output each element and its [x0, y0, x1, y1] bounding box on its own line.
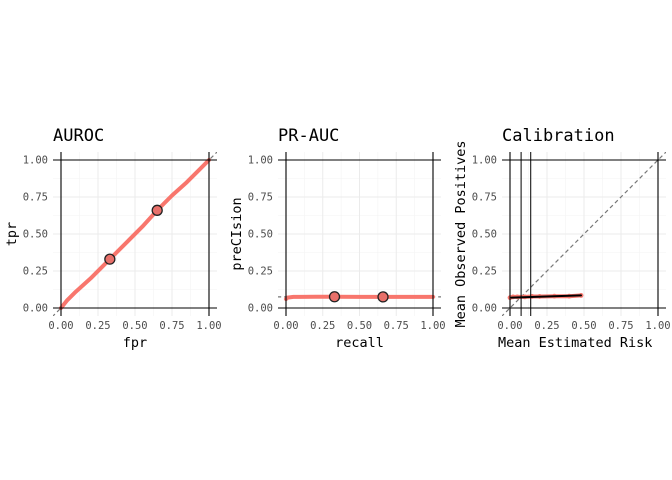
- y-tick-label: 0.00: [23, 303, 48, 315]
- x-axis-label: recall: [335, 335, 384, 351]
- x-axis-label: fpr: [123, 335, 147, 351]
- y-tick-label: 0.25: [248, 266, 273, 278]
- series-line-0: [284, 294, 435, 302]
- x-tick-label: 0.25: [310, 320, 335, 332]
- y-tick-label: 1.00: [248, 155, 273, 167]
- x-tick-label: 1.00: [645, 320, 670, 332]
- y-tick-label: 0.75: [248, 192, 273, 204]
- y-axis-label: Mean Observed Positives: [453, 141, 469, 328]
- x-tick-label: 1.00: [196, 320, 221, 332]
- plot-area: [53, 152, 217, 316]
- x-tick-label: 0.50: [122, 320, 147, 332]
- x-tick-label: 0.50: [571, 320, 596, 332]
- panel-title: Calibration: [502, 126, 615, 146]
- x-tick-label: 0.75: [384, 320, 409, 332]
- x-tick-label: 0.25: [534, 320, 559, 332]
- y-tick-label: 0.00: [472, 303, 497, 315]
- panel-title: PR-AUC: [278, 126, 339, 146]
- y-tick-label: 0.50: [23, 229, 48, 241]
- x-tick-label: 1.00: [420, 320, 445, 332]
- plot-area: [502, 152, 666, 316]
- panel-1: 0.00 0.25 0.50 0.75 1.00 0.00 0.25 0.50 0.75 1.00…: [229, 126, 446, 351]
- threshold-point: [104, 253, 116, 265]
- panel-2: 0.00 0.25 0.50 0.75 1.00 0.00 0.25 0.50 0.75 1.00…: [453, 126, 671, 351]
- y-tick-label: 0.50: [248, 229, 273, 241]
- y-tick-label: 1.00: [23, 155, 48, 167]
- panel-title: AUROC: [53, 126, 104, 146]
- series-line-1: [510, 294, 582, 299]
- x-tick-label: 0.00: [273, 320, 298, 332]
- x-tick-label: 0.75: [159, 320, 184, 332]
- threshold-point: [151, 204, 163, 216]
- x-tick-label: 0.00: [497, 320, 522, 332]
- x-tick-label: 0.50: [347, 320, 372, 332]
- y-axis-label: preCIsion: [229, 197, 245, 270]
- y-tick-label: 0.50: [472, 229, 497, 241]
- x-axis-label: Mean Estimated Risk: [498, 335, 652, 351]
- x-tick-label: 0.00: [48, 320, 73, 332]
- y-tick-label: 0.75: [23, 192, 48, 204]
- y-tick-label: 1.00: [472, 155, 497, 167]
- panel-0: 0.00 0.25 0.50 0.75 1.00 0.00 0.25 0.50 0.75 1.00…: [4, 126, 222, 351]
- y-tick-label: 0.00: [248, 303, 273, 315]
- y-tick-label: 0.75: [472, 192, 497, 204]
- threshold-point: [328, 291, 341, 303]
- series-line-0: [59, 158, 211, 310]
- y-tick-label: 0.25: [23, 266, 48, 278]
- x-tick-label: 0.25: [85, 320, 110, 332]
- y-tick-label: 0.25: [472, 266, 497, 278]
- plot-area: [278, 294, 441, 302]
- x-tick-label: 0.75: [608, 320, 633, 332]
- threshold-point: [377, 291, 389, 303]
- y-axis-label: tpr: [4, 222, 20, 246]
